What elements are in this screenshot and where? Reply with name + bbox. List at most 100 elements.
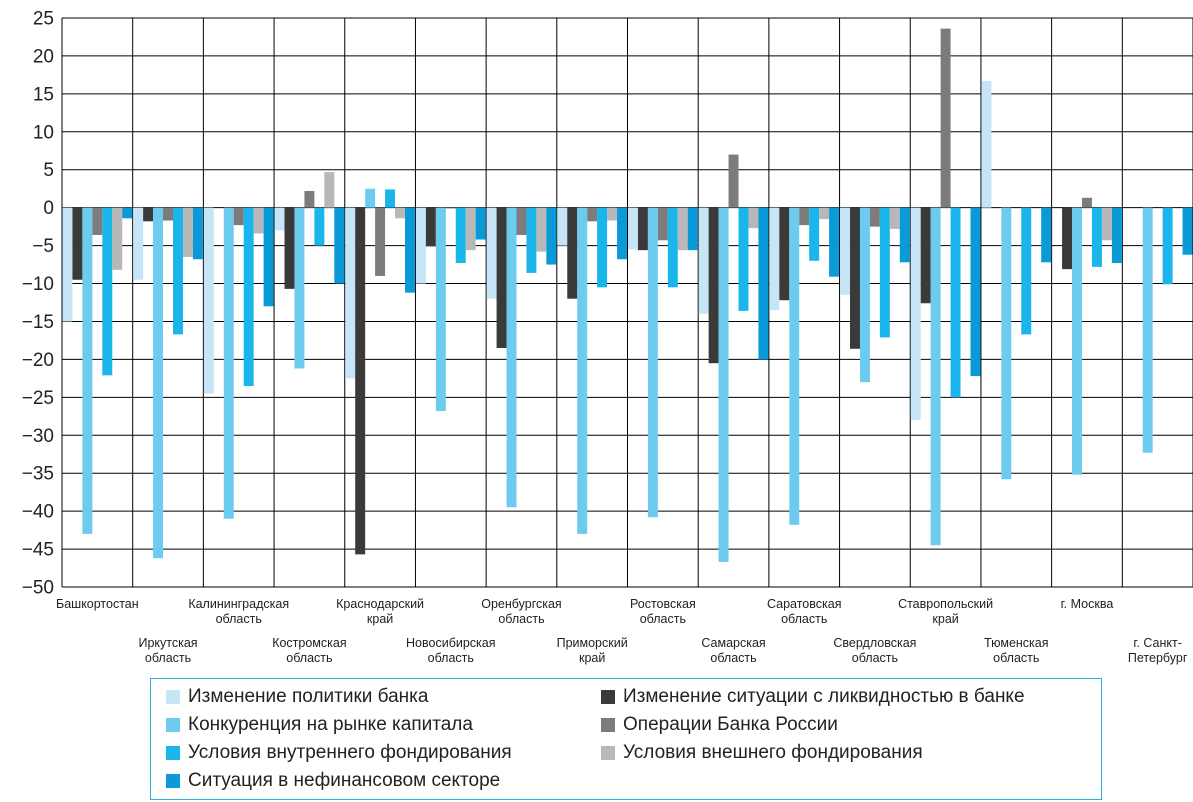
bar-4-series-1 bbox=[274, 207, 285, 231]
category-label: край bbox=[932, 612, 958, 626]
bar-9-series-2 bbox=[637, 207, 648, 251]
category-label: область bbox=[498, 612, 544, 626]
category-label: область bbox=[640, 612, 686, 626]
bar-chart: −50−45−40−35−30−25−20−15−10−50510152025Б… bbox=[22, 9, 1193, 665]
legend-label-cbr: Операции Банка России bbox=[623, 714, 838, 735]
category-label: Костромская bbox=[272, 636, 346, 650]
bar-10-series-4 bbox=[728, 154, 739, 208]
bar-15-series-2 bbox=[1062, 207, 1073, 270]
bar-5-series-4 bbox=[375, 207, 386, 276]
category-label: область bbox=[781, 612, 827, 626]
bar-9-series-6 bbox=[677, 207, 688, 251]
bar-15-series-4 bbox=[1081, 197, 1092, 208]
bar-10-series-6 bbox=[748, 207, 759, 229]
bar-5-series-7 bbox=[404, 207, 415, 293]
bar-5-series-5 bbox=[385, 189, 396, 208]
bar-8-series-6 bbox=[607, 207, 618, 221]
category-label: область bbox=[993, 651, 1039, 665]
bar-2-series-5 bbox=[173, 207, 183, 335]
bar-12-series-7 bbox=[899, 207, 910, 263]
bar-4-series-6 bbox=[324, 172, 335, 208]
bar-4-series-2 bbox=[284, 207, 295, 289]
bar-12-series-3 bbox=[859, 207, 870, 383]
bar-5-series-6 bbox=[395, 207, 405, 219]
y-tick-label: 10 bbox=[33, 122, 54, 143]
bar-12-series-5 bbox=[879, 207, 890, 338]
bar-12-series-2 bbox=[850, 207, 860, 349]
bar-2-series-7 bbox=[192, 207, 203, 260]
bar-5-series-3 bbox=[365, 188, 376, 208]
bar-1-series-7 bbox=[122, 207, 133, 219]
bar-10-series-2 bbox=[708, 207, 719, 364]
category-label: Ростовская bbox=[630, 597, 696, 611]
bar-1-series-5 bbox=[102, 207, 113, 376]
bar-1-series-3 bbox=[82, 207, 93, 534]
bar-13-series-7 bbox=[970, 207, 981, 377]
category-label: Оренбургская bbox=[481, 597, 561, 611]
bar-6-series-6 bbox=[465, 207, 476, 251]
bar-9-series-3 bbox=[647, 207, 658, 518]
category-label: г. Санкт- bbox=[1133, 636, 1182, 650]
bar-15-series-6 bbox=[1101, 207, 1112, 241]
y-tick-label: 5 bbox=[43, 160, 54, 181]
bar-6-series-4 bbox=[445, 207, 456, 209]
category-label: край bbox=[579, 651, 605, 665]
legend-label-nonfinancial: Ситуация в нефинансовом секторе bbox=[188, 770, 501, 791]
chart-legend: Изменение политики банка Изменение ситуа… bbox=[150, 678, 1102, 800]
y-tick-label: 15 bbox=[33, 84, 54, 105]
category-label: г. Москва bbox=[1061, 597, 1114, 611]
y-tick-label: −45 bbox=[22, 540, 54, 561]
legend-label-policy: Изменение политики банка bbox=[188, 686, 429, 707]
bar-14-series-7 bbox=[1041, 207, 1052, 263]
legend-item-cbr: Операции Банка России bbox=[601, 712, 838, 738]
bar-9-series-7 bbox=[687, 207, 698, 251]
y-tick-label: 25 bbox=[33, 9, 54, 30]
bar-6-series-3 bbox=[435, 207, 446, 411]
bar-9-series-1 bbox=[628, 207, 638, 250]
bar-1-series-6 bbox=[112, 207, 123, 270]
bar-16-series-3 bbox=[1142, 207, 1153, 453]
bar-12-series-6 bbox=[889, 207, 900, 229]
bar-8-series-4 bbox=[587, 207, 598, 222]
category-label: Калининградская bbox=[188, 597, 289, 611]
bar-14-series-5 bbox=[1021, 207, 1032, 335]
legend-swatch-competition bbox=[166, 718, 180, 732]
bar-14-series-3 bbox=[1001, 207, 1012, 480]
bar-11-series-5 bbox=[809, 207, 820, 261]
legend-item-policy: Изменение политики банка bbox=[166, 684, 428, 710]
bar-11-series-6 bbox=[819, 207, 830, 220]
category-label: Краснодарский bbox=[336, 597, 424, 611]
category-label: область bbox=[145, 651, 191, 665]
legend-item-competition: Конкуренция на рынке капитала bbox=[166, 712, 473, 738]
bar-16-series-5 bbox=[1162, 207, 1173, 285]
bar-2-series-2 bbox=[143, 207, 154, 222]
bar-5-series-1 bbox=[345, 207, 356, 379]
bar-3-series-1 bbox=[203, 207, 214, 394]
y-tick-label: −25 bbox=[22, 388, 54, 409]
bar-7-series-5 bbox=[526, 207, 537, 273]
category-label: Самарская bbox=[701, 636, 765, 650]
bar-2-series-6 bbox=[182, 207, 193, 257]
bar-10-series-3 bbox=[718, 207, 729, 562]
bar-7-series-6 bbox=[536, 207, 547, 252]
y-tick-label: −50 bbox=[22, 578, 54, 599]
y-tick-label: −5 bbox=[32, 236, 54, 257]
legend-item-liquidity: Изменение ситуации с ликвидностью в банк… bbox=[601, 684, 1025, 710]
bar-8-series-1 bbox=[557, 207, 568, 246]
bar-1-series-1 bbox=[62, 207, 73, 322]
bar-1-series-4 bbox=[92, 207, 103, 235]
bar-1-series-2 bbox=[72, 207, 83, 280]
y-tick-label: 0 bbox=[43, 198, 54, 219]
bar-6-series-7 bbox=[475, 207, 486, 240]
bar-16-series-7 bbox=[1182, 207, 1193, 255]
bar-4-series-3 bbox=[294, 207, 305, 369]
bar-7-series-1 bbox=[486, 207, 497, 299]
bar-8-series-2 bbox=[567, 207, 578, 299]
legend-swatch-liquidity bbox=[601, 690, 615, 704]
bar-11-series-7 bbox=[829, 207, 840, 277]
bar-7-series-2 bbox=[496, 207, 507, 349]
bar-7-series-4 bbox=[516, 207, 527, 235]
bar-13-series-1 bbox=[910, 207, 921, 421]
bar-2-series-4 bbox=[163, 207, 174, 221]
bar-11-series-1 bbox=[769, 207, 780, 311]
